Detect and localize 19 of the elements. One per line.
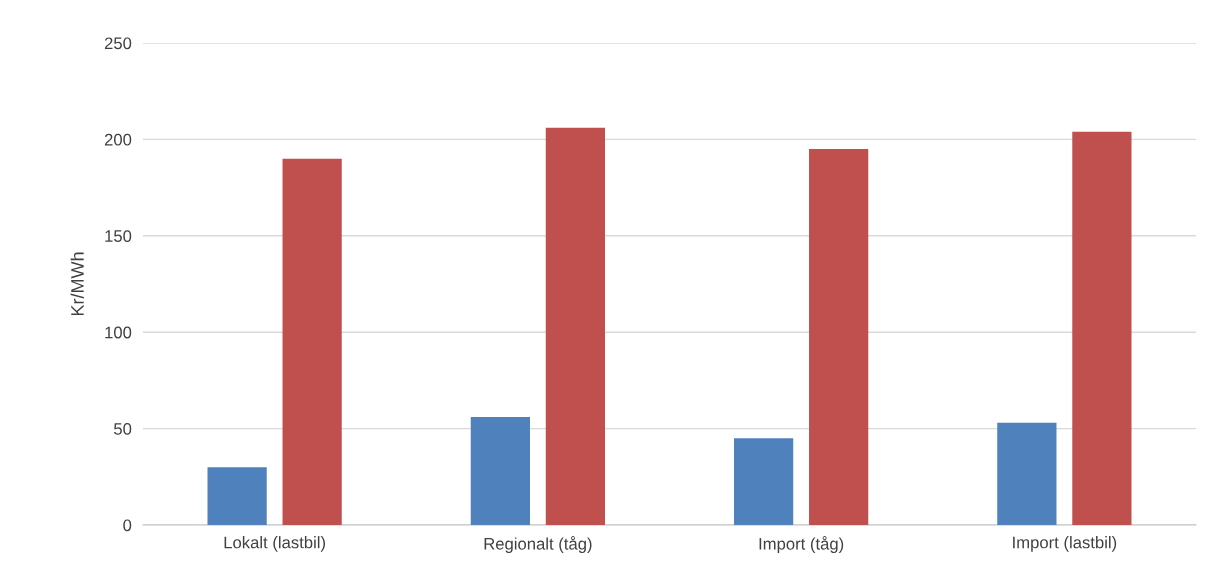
bar (207, 467, 267, 525)
bar (545, 127, 605, 525)
y-tick-label: 250 (104, 37, 132, 50)
x-tick-label: Lokalt (lastbil) (224, 536, 325, 552)
y-tick-label: 200 (104, 133, 132, 146)
y-tick-label: 50 (114, 423, 132, 435)
bar (809, 149, 869, 525)
bar (997, 422, 1057, 525)
y-tick-label: 0 (123, 519, 132, 532)
y-tick-label: 100 (105, 326, 132, 339)
y-axis-title: Kr/MWh (70, 252, 84, 316)
x-tick-label: Regionalt (tåg) (484, 536, 592, 553)
bar (734, 438, 794, 525)
x-tick-label: Import (lastbil) (1013, 536, 1117, 552)
x-tick-label: Import (tåg) (759, 536, 844, 553)
y-tick-label: 150 (105, 230, 132, 242)
bar (470, 417, 530, 525)
bar (1072, 131, 1132, 525)
bar (282, 158, 342, 525)
